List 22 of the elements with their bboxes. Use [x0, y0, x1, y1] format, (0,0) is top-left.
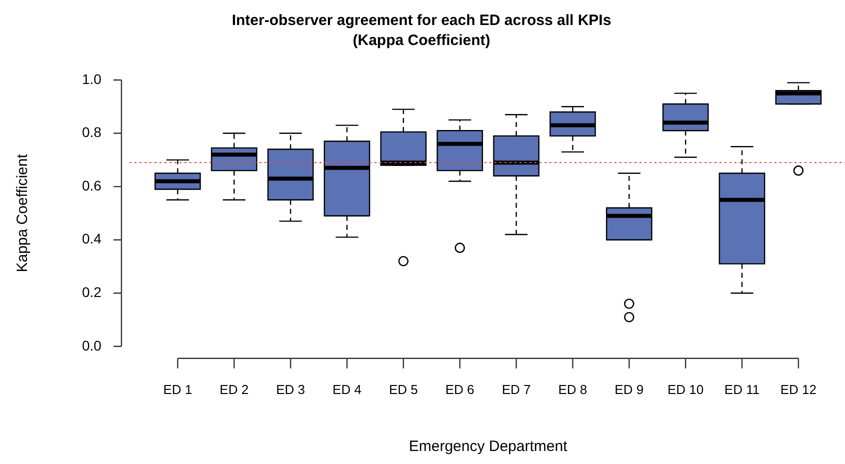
- x-tick-label: ED 8: [558, 382, 588, 397]
- x-tick-label: ED 3: [276, 382, 305, 397]
- x-tick-label: ED 4: [332, 382, 362, 397]
- x-tick-label: ED 9: [614, 382, 644, 397]
- x-axis-title: Emergency Department: [408, 438, 568, 456]
- y-tick-label: 0.4: [82, 230, 102, 247]
- x-tick-label: ED 10: [668, 382, 704, 397]
- x-tick-label: ED 11: [724, 382, 760, 397]
- x-tick-label: ED 2: [220, 382, 249, 397]
- y-tick-label: 0.2: [82, 284, 102, 300]
- y-axis-title: Kappa Coefficient: [14, 153, 32, 272]
- chart-title: Inter-observer agreement for each ED across all KPIs: [232, 12, 612, 30]
- x-tick-label: ED 1: [163, 382, 192, 397]
- y-tick-label: 0.0: [82, 337, 102, 354]
- chart-subtitle: (Kappa Coefficient): [352, 32, 490, 50]
- x-tick-label: ED 12: [780, 382, 817, 397]
- y-tick-label: 0.8: [82, 124, 102, 140]
- x-tick-label: ED 5: [388, 382, 418, 397]
- y-tick-label: 0.6: [82, 177, 102, 194]
- x-tick-label: ED 6: [445, 382, 474, 397]
- x-tick-label: ED 7: [502, 382, 531, 397]
- y-tick-label: 1.0: [82, 70, 102, 87]
